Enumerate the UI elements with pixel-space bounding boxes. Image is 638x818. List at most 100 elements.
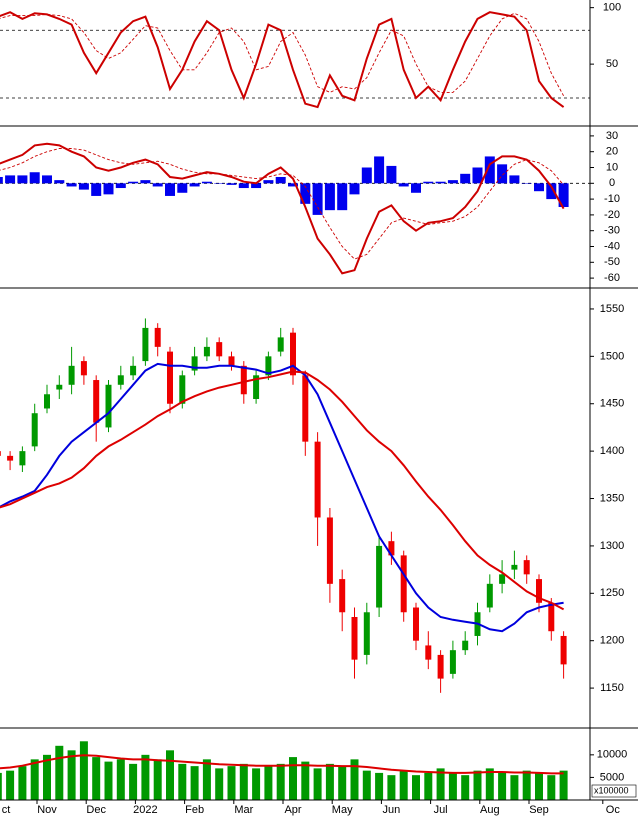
candle-body — [413, 607, 419, 641]
bar — [214, 183, 225, 184]
bar — [387, 775, 396, 800]
unit-label: x100000 — [594, 785, 629, 795]
candle-body — [376, 545, 383, 608]
bar — [79, 741, 88, 800]
bar — [301, 761, 310, 800]
candle-body — [314, 441, 321, 518]
bar — [510, 775, 519, 800]
candle-body — [326, 517, 333, 584]
bar — [350, 759, 359, 800]
x-tick-label: Sep — [529, 804, 549, 816]
bar — [30, 759, 39, 800]
y-tick-label: 1200 — [600, 635, 624, 647]
bar — [424, 772, 433, 800]
bar — [66, 183, 77, 187]
bar — [362, 770, 371, 800]
bar — [559, 770, 568, 800]
candle-body — [167, 351, 173, 404]
candle-body — [203, 346, 210, 357]
bar — [375, 772, 384, 800]
bar — [498, 772, 507, 800]
bar — [18, 766, 27, 800]
candle-body — [93, 380, 100, 423]
bar — [522, 770, 531, 800]
line-series — [0, 362, 564, 633]
bar — [140, 180, 151, 184]
bar — [215, 768, 224, 800]
y-tick-label: 50 — [606, 58, 618, 70]
candle-body — [449, 650, 456, 674]
candle-body — [80, 361, 87, 376]
line-series — [0, 370, 565, 611]
bar — [104, 761, 113, 800]
bar — [92, 757, 101, 800]
bar — [0, 176, 3, 184]
candle-body — [339, 579, 346, 613]
bar — [374, 156, 385, 184]
x-tick-label: Feb — [185, 804, 204, 816]
x-tick-label: Mar — [234, 804, 253, 816]
candle-body — [511, 564, 518, 570]
bar — [5, 175, 16, 184]
bar — [558, 183, 569, 207]
candle-body — [0, 451, 1, 456]
line-series — [0, 142, 565, 275]
y-tick-label: 5000 — [600, 771, 624, 783]
y-tick-label: 100 — [603, 2, 621, 14]
bar — [472, 167, 483, 184]
bar — [227, 766, 236, 800]
bar — [178, 763, 187, 800]
bar — [115, 183, 126, 189]
y-tick-label: 1500 — [600, 350, 624, 362]
bar — [411, 183, 421, 193]
bar — [546, 183, 557, 200]
candle-body — [425, 645, 432, 660]
bar — [300, 183, 311, 204]
x-tick-label: Aug — [480, 804, 500, 816]
bar — [423, 181, 434, 184]
bar — [547, 775, 556, 800]
bar — [116, 759, 125, 800]
bar — [460, 173, 471, 184]
candle-body — [351, 617, 358, 660]
candle-body — [216, 342, 223, 357]
bar — [202, 759, 211, 800]
candle-body — [548, 602, 555, 632]
y-tick-label: 10 — [606, 161, 618, 173]
y-tick-label: 1550 — [600, 303, 624, 315]
bar — [190, 766, 199, 800]
candle-body — [68, 365, 75, 385]
bar — [251, 183, 262, 189]
candle-body — [228, 356, 235, 366]
bar — [324, 183, 335, 211]
candle-body — [462, 640, 469, 651]
bar — [337, 183, 348, 211]
y-tick-label: -50 — [604, 256, 620, 268]
bar — [399, 770, 408, 800]
bar — [448, 772, 457, 800]
candle-body — [277, 337, 284, 352]
y-tick-label: 10000 — [597, 749, 628, 761]
bar — [17, 175, 28, 184]
unit-box — [591, 784, 637, 798]
bar — [497, 164, 508, 184]
bar — [264, 766, 273, 800]
bar — [263, 180, 274, 184]
bar — [361, 167, 372, 184]
bar — [275, 176, 286, 184]
candle-body — [191, 356, 198, 371]
bar — [398, 183, 409, 187]
candle-body — [253, 375, 260, 399]
x-tick-label: 2022 — [133, 804, 157, 816]
bar — [177, 183, 188, 193]
bar — [349, 183, 360, 195]
y-tick-label: 1300 — [600, 540, 624, 552]
candle-body — [388, 541, 395, 556]
candle-body — [363, 612, 370, 655]
x-tick-label: May — [332, 804, 353, 816]
candle-body — [142, 327, 149, 362]
y-tick-label: -30 — [604, 225, 620, 237]
bar — [521, 183, 532, 184]
x-tick-label: Oc — [606, 804, 621, 816]
candle-body — [154, 327, 161, 347]
